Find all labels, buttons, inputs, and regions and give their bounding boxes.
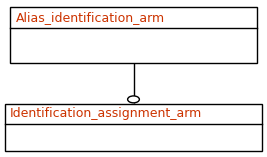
Text: Identification_assignment_arm: Identification_assignment_arm bbox=[10, 107, 202, 119]
Text: Alias_identification_arm: Alias_identification_arm bbox=[15, 11, 165, 24]
Circle shape bbox=[128, 96, 139, 103]
Bar bbox=[5, 104, 262, 151]
Bar bbox=[10, 7, 257, 63]
